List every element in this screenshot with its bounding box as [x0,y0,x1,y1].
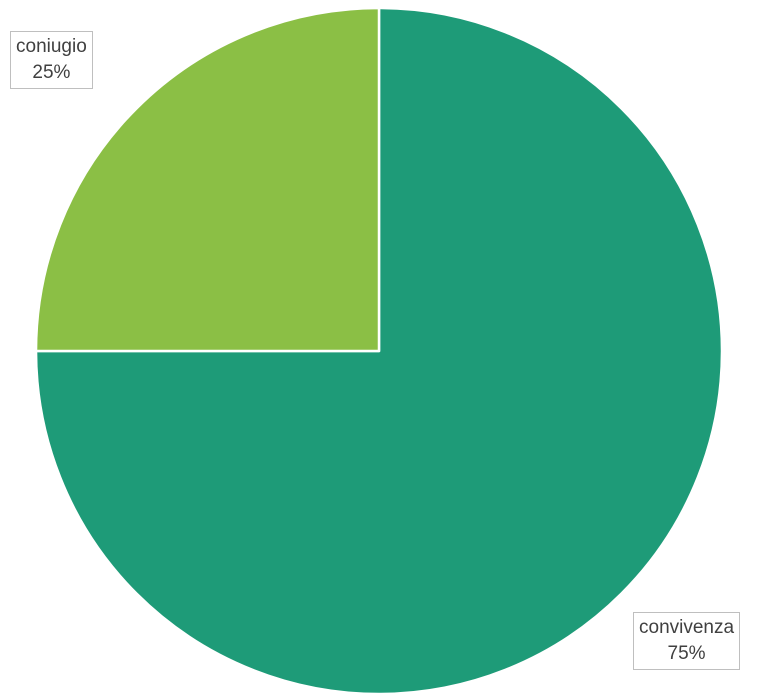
pie-slices [34,6,724,693]
data-label-convivenza-value: 75% [667,643,706,664]
data-label-coniugio: coniugio 25% [10,31,93,89]
data-label-coniugio-value: 25% [32,62,71,83]
pie-slice-coniugio [34,6,381,353]
data-label-convivenza: convivenza 75% [633,612,741,670]
data-label-convivenza-name: convivenza [639,617,735,638]
data-label-coniugio-name: coniugio [16,36,87,57]
